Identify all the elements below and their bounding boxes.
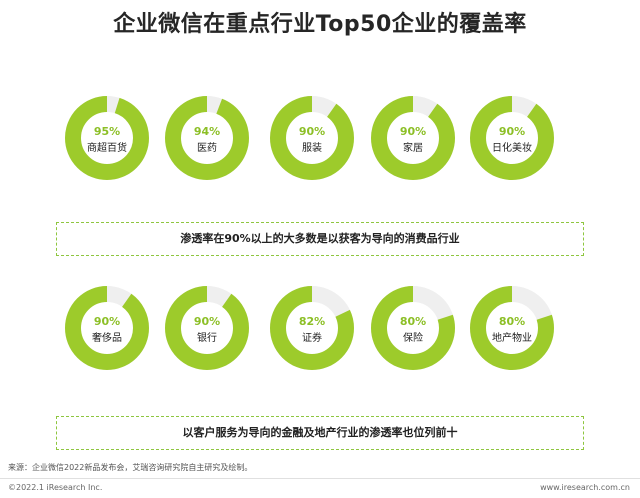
donut-category-label: 商超百货	[87, 141, 127, 154]
donut-arc	[270, 96, 354, 180]
donut-category-label: 保险	[403, 331, 423, 344]
donut-0-3: 90% 家居	[371, 96, 455, 180]
donut-value-label: 82%	[299, 315, 325, 328]
donut-category-label: 医药	[197, 142, 217, 154]
donut-value-label: 80%	[400, 315, 426, 328]
donut-1-1: 90% 银行	[165, 286, 249, 370]
donut-arc	[371, 286, 455, 370]
donut-arc	[165, 286, 249, 370]
chart-title: 企业微信在重点行业Top50企业的覆盖率	[113, 12, 527, 37]
website: www.iresearch.com.cn	[540, 483, 630, 492]
donut-value-label: 90%	[194, 315, 220, 328]
donut-arc	[165, 96, 249, 180]
copyright: ©2022.1 iResearch Inc.	[8, 483, 103, 492]
donut-1-3: 80% 保险	[371, 286, 455, 370]
donut-category-label: 日化美妆	[492, 141, 532, 154]
donut-arc	[270, 286, 354, 370]
donut-1-0: 90% 奢侈品	[65, 286, 149, 370]
donut-value-label: 95%	[94, 125, 120, 138]
donut-category-label: 银行	[197, 331, 217, 344]
donut-category-label: 家居	[403, 141, 423, 154]
donut-arc	[371, 96, 455, 180]
donut-value-label: 94%	[194, 125, 220, 138]
donut-arc	[470, 286, 554, 370]
donut-value-label: 90%	[400, 125, 426, 138]
note-finance-realestate: 以客户服务为导向的金融及地产行业的渗透率也位列前十	[56, 416, 584, 450]
donut-0-1: 94% 医药	[165, 96, 249, 180]
donut-1-4: 80% 地产物业	[470, 286, 554, 370]
donut-0-2: 90% 服装	[270, 96, 354, 180]
donut-0-4: 90% 日化美妆	[470, 96, 554, 180]
donut-1-2: 82% 证券	[270, 286, 354, 370]
donut-category-label: 服装	[302, 141, 322, 154]
note-consumer-goods: 渗透率在90%以上的大多数是以获客为导向的消费品行业	[56, 222, 584, 256]
donut-category-label: 奢侈品	[92, 331, 122, 344]
donut-value-label: 90%	[94, 315, 120, 328]
footer-divider	[0, 478, 640, 479]
donut-category-label: 地产物业	[492, 331, 532, 344]
donut-0-0: 95% 商超百货	[65, 96, 149, 180]
donut-category-label: 证券	[302, 331, 322, 344]
donut-value-label: 90%	[299, 125, 325, 138]
donut-arc	[65, 286, 149, 370]
donut-value-label: 80%	[499, 315, 525, 328]
donut-arc	[65, 96, 149, 180]
donut-value-label: 90%	[499, 125, 525, 138]
donut-arc	[470, 96, 554, 180]
source-note: 来源：企业微信2022新品发布会，艾瑞咨询研究院自主研究及绘制。	[8, 463, 253, 472]
